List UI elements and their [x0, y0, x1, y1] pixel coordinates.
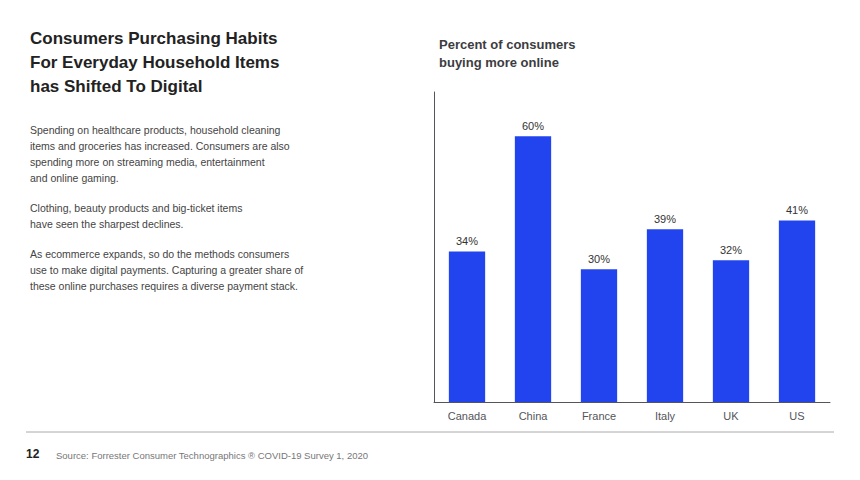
svg-text:use to make digital payments.: use to make digital payments. Capturing … — [30, 264, 303, 276]
svg-text:Clothing, beauty products and: Clothing, beauty products and big-ticket… — [30, 202, 242, 214]
svg-text:As ecommerce expands, so do th: As ecommerce expands, so do the methods … — [30, 248, 289, 260]
svg-text:12: 12 — [26, 447, 40, 461]
svg-text:Italy: Italy — [655, 410, 676, 422]
svg-text:30%: 30% — [588, 253, 610, 265]
svg-text:Spending on healthcare product: Spending on healthcare products, househo… — [30, 124, 281, 136]
svg-text:Canada: Canada — [448, 410, 487, 422]
svg-text:have seen the sharpest decline: have seen the sharpest declines. — [30, 218, 184, 230]
svg-text:France: France — [582, 410, 616, 422]
svg-text:has Shifted To Digital: has Shifted To Digital — [30, 77, 203, 96]
svg-text:41%: 41% — [786, 204, 808, 216]
svg-text:items and groceries has increa: items and groceries has increased. Consu… — [30, 140, 290, 152]
svg-text:these online purchases require: these online purchases requires a divers… — [30, 280, 298, 292]
svg-text:and online gaming.: and online gaming. — [30, 172, 119, 184]
svg-text:spending more on streaming med: spending more on streaming media, entert… — [30, 156, 265, 168]
svg-text:For Everyday Household Items: For Everyday Household Items — [30, 53, 279, 72]
svg-text:UK: UK — [723, 410, 739, 422]
svg-text:China: China — [519, 410, 549, 422]
svg-text:32%: 32% — [720, 244, 742, 256]
svg-text:60%: 60% — [522, 120, 544, 132]
svg-text:US: US — [789, 410, 804, 422]
svg-text:34%: 34% — [456, 235, 478, 247]
svg-text:buying more online: buying more online — [439, 55, 559, 70]
svg-text:Consumers Purchasing Habits: Consumers Purchasing Habits — [30, 29, 278, 48]
svg-text:Source: Forrester Consumer Tec: Source: Forrester Consumer Technographic… — [56, 450, 368, 461]
svg-text:Percent of consumers: Percent of consumers — [439, 37, 576, 52]
svg-text:39%: 39% — [654, 213, 676, 225]
